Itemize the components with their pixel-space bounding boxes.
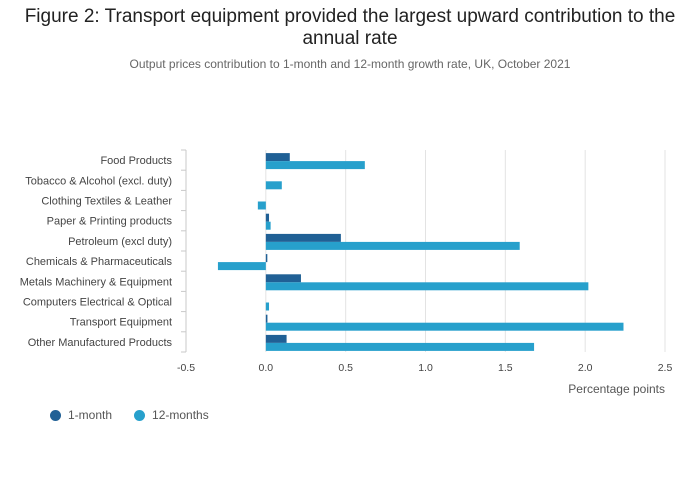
bar-12-months[interactable]: [265, 221, 271, 230]
category-label: Paper & Printing products: [47, 216, 173, 228]
legend-swatch-12-months: [134, 409, 146, 421]
bar-1-month[interactable]: [265, 254, 268, 263]
bar-12-months[interactable]: [265, 322, 624, 331]
bar-12-months[interactable]: [265, 302, 270, 311]
x-tick-label: 2.0: [578, 362, 593, 374]
x-tick-label: 0.0: [259, 362, 274, 374]
chart-title: Figure 2: Transport equipment provided t…: [24, 6, 676, 49]
legend-item-12-months[interactable]: 12-months: [134, 408, 209, 422]
category-label: Petroleum (excl duty): [68, 236, 172, 248]
bar-12-months[interactable]: [265, 282, 589, 291]
bar-12-months[interactable]: [265, 181, 282, 190]
x-tick-label: 1.5: [498, 362, 513, 374]
bar-12-months[interactable]: [257, 201, 266, 210]
legend-label-1-month: 1-month: [68, 408, 113, 422]
x-axis-title: Percentage points: [568, 382, 665, 396]
x-tick-label: -0.5: [177, 362, 195, 374]
x-tick-label: 2.5: [658, 362, 673, 374]
legend: 1-month 12-months: [50, 408, 209, 422]
bar-1-month[interactable]: [265, 314, 268, 323]
x-tick-label: 0.5: [338, 362, 353, 374]
x-tick-label: 1.0: [418, 362, 433, 374]
category-label: Food Products: [100, 155, 172, 167]
category-label: Clothing Textiles & Leather: [41, 196, 172, 208]
category-label: Transport Equipment: [70, 317, 172, 329]
category-label: Tobacco & Alcohol (excl. duty): [25, 175, 172, 187]
category-label: Other Manufactured Products: [28, 337, 173, 349]
legend-item-1-month[interactable]: 1-month: [50, 408, 112, 422]
bar-12-months[interactable]: [265, 342, 535, 351]
bar-12-months[interactable]: [265, 161, 365, 170]
category-label: Chemicals & Pharmaceuticals: [26, 256, 173, 268]
bar-1-month[interactable]: [265, 153, 290, 162]
bar-1-month[interactable]: [265, 274, 301, 283]
bar-12-months[interactable]: [217, 262, 266, 271]
category-label: Metals Machinery & Equipment: [20, 276, 172, 288]
bar-12-months[interactable]: [265, 241, 520, 250]
legend-swatch-1-month: [50, 409, 61, 421]
bar-chart: -0.5 0.0 0.5 1.0 1.5 2.0 2.5 Food Products Tobac…: [20, 149, 673, 396]
legend-label-12-months: 12-months: [152, 408, 209, 422]
bar-1-month[interactable]: [265, 233, 341, 242]
category-label: Computers Electrical & Optical: [23, 297, 172, 309]
bar-1-month[interactable]: [265, 334, 287, 343]
bar-1-month[interactable]: [265, 213, 270, 222]
chart-subtitle: Output prices contribution to 1-month an…: [129, 57, 571, 71]
